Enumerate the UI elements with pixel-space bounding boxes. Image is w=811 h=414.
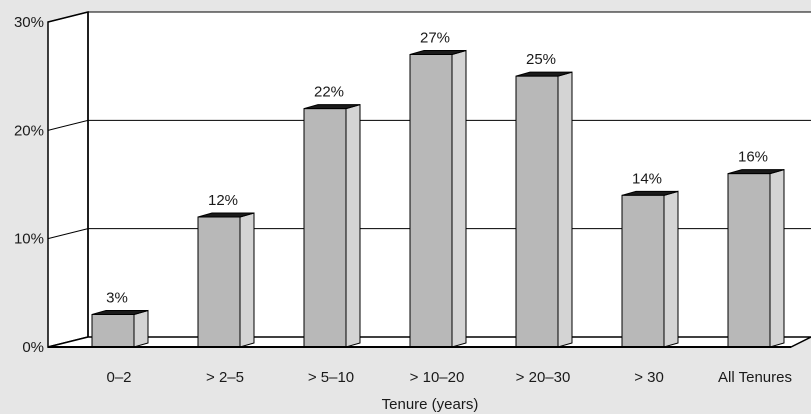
bar-side <box>557 71 573 348</box>
bar-side <box>769 169 785 348</box>
gridline-side <box>47 119 89 131</box>
bar-front <box>303 108 347 348</box>
bar <box>515 71 573 348</box>
data-label: 3% <box>106 290 128 307</box>
data-label: 22% <box>314 84 344 101</box>
bar <box>727 169 785 348</box>
bar-side <box>345 104 361 348</box>
bar <box>91 309 149 348</box>
data-label: 25% <box>526 51 556 68</box>
bar-front <box>621 194 665 348</box>
x-tick-label: > 2–5 <box>206 369 244 386</box>
labels-group: 0% 10% 20% 30% 3% 0–2 12% > 2–5 22% > 5–10 27% > 10… <box>14 14 792 386</box>
data-label: 14% <box>632 170 662 187</box>
y-tick-label: 20% <box>14 122 44 139</box>
x-axis-title: Tenure (years) <box>382 396 479 413</box>
gridline-side <box>47 228 89 240</box>
plot-side-wall <box>47 11 89 348</box>
bar-front <box>515 75 559 348</box>
bar-side <box>239 212 255 348</box>
data-label: 16% <box>738 149 768 166</box>
bar <box>621 190 679 348</box>
x-tick-label: > 30 <box>634 369 664 386</box>
bar-side <box>663 190 679 348</box>
bar-front <box>197 216 241 348</box>
bar-side <box>451 49 467 348</box>
x-tick-label: > 5–10 <box>308 369 354 386</box>
x-tick-label: > 10–20 <box>410 369 465 386</box>
bar <box>409 49 467 348</box>
data-label: 12% <box>208 192 238 209</box>
bars-group <box>48 49 791 348</box>
bar-front <box>91 314 135 348</box>
y-tick-label: 0% <box>22 339 44 356</box>
bar-front <box>727 173 771 348</box>
bar <box>197 212 255 348</box>
gridline-side <box>47 11 89 23</box>
bar-front <box>409 54 453 348</box>
y-tick-label: 30% <box>14 14 44 31</box>
x-tick-label: 0–2 <box>106 369 131 386</box>
data-label: 27% <box>420 30 450 47</box>
bar <box>303 104 361 348</box>
x-tick-label: > 20–30 <box>516 369 571 386</box>
x-tick-label: All Tenures <box>718 369 792 386</box>
y-tick-label: 10% <box>14 231 44 248</box>
bar-side <box>133 309 149 348</box>
